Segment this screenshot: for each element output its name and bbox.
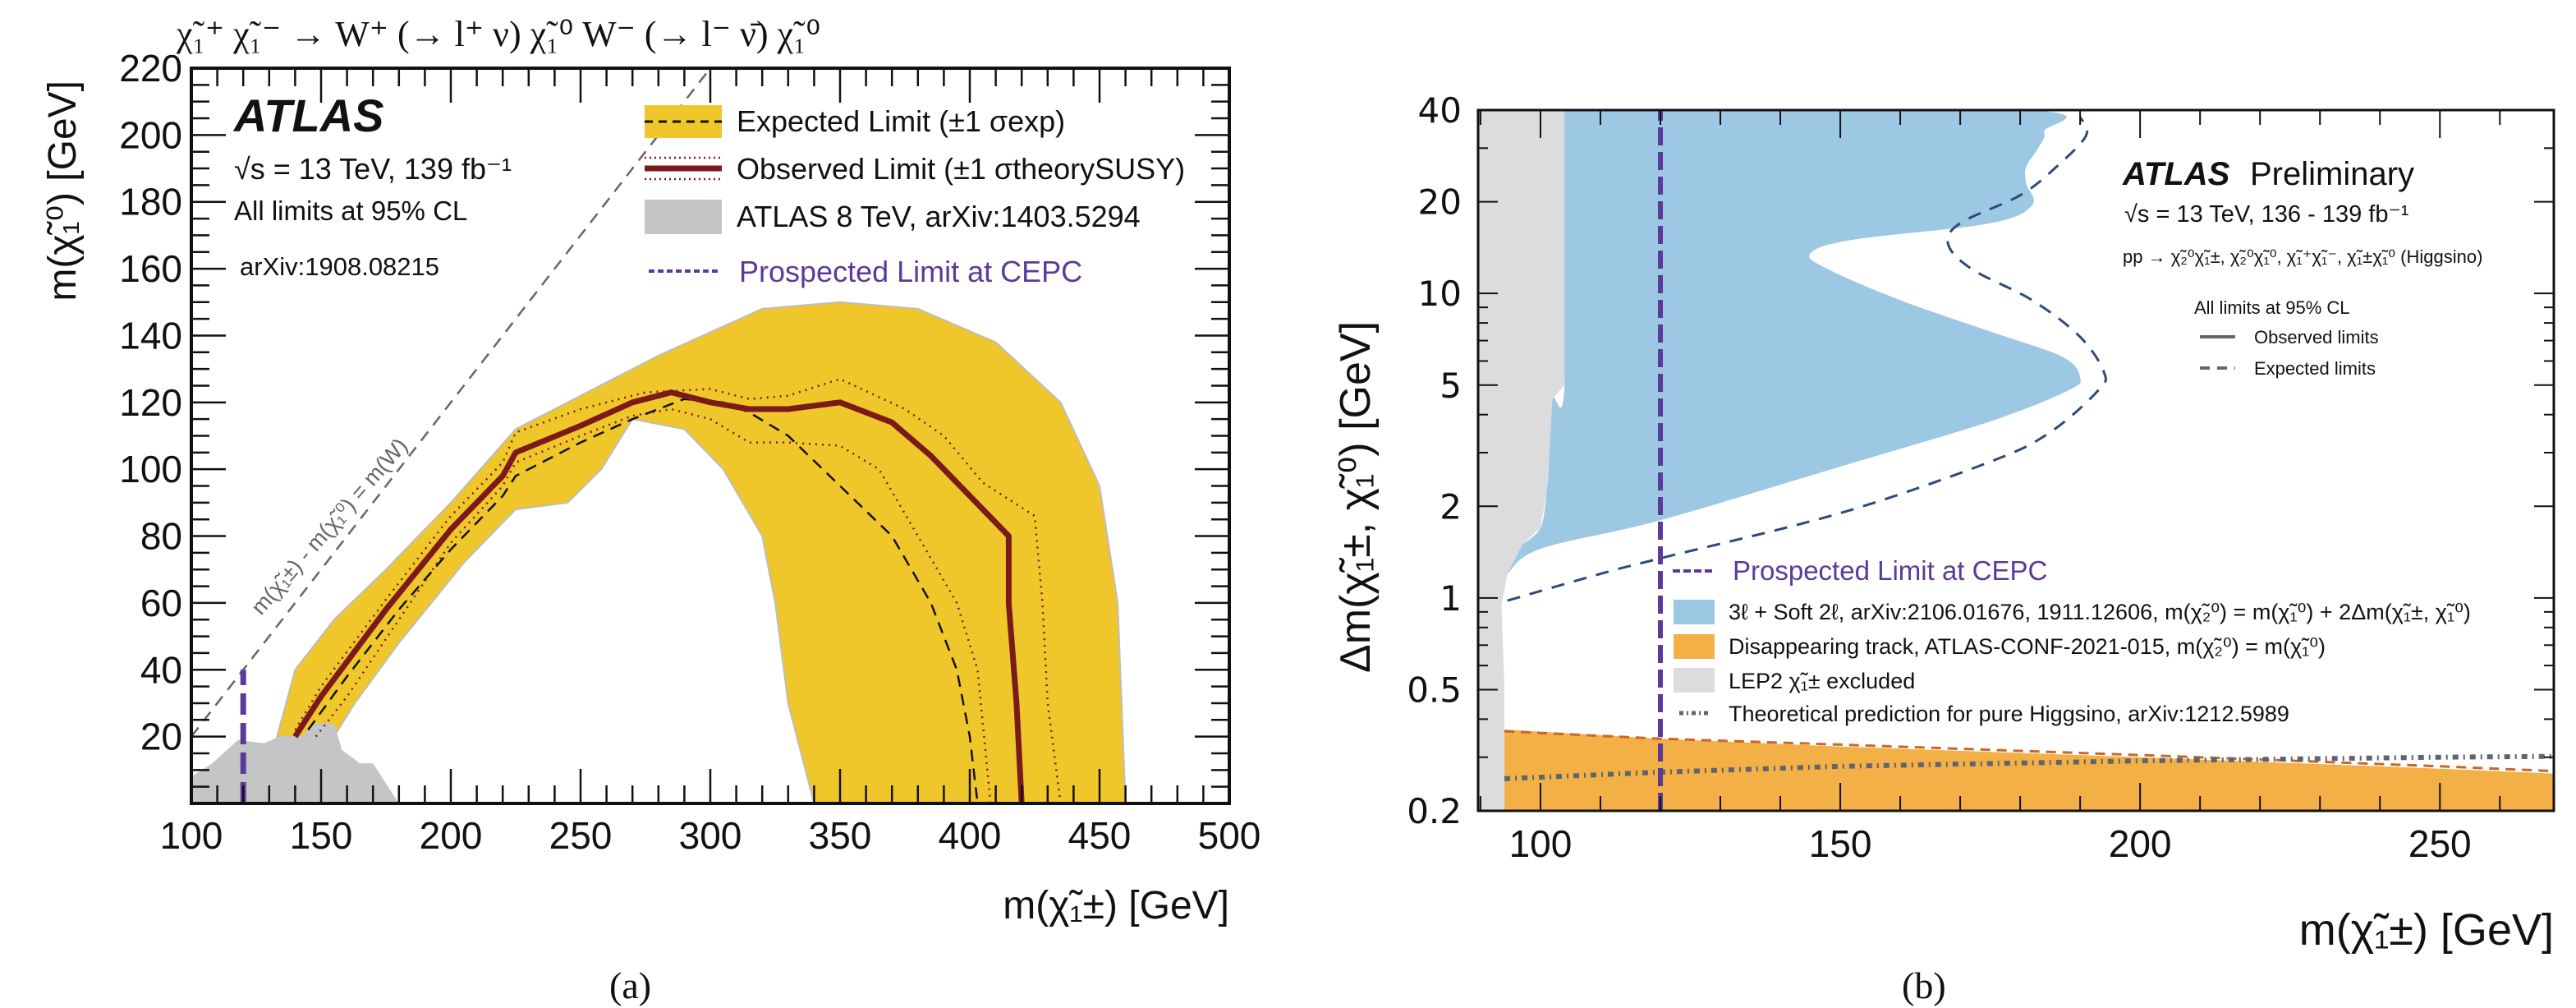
y-tick-label: 40: [140, 648, 182, 691]
x-tick-label: 200: [2109, 822, 2172, 865]
cl-label-b: All limits at 95% CL: [2194, 297, 2350, 318]
panel-b-plot-area: [1478, 110, 2554, 811]
panel-a-plot-area: [191, 68, 1127, 803]
legend-label-disappearing: Disappearing track, ATLAS-CONF-2021-015,…: [1729, 634, 2326, 659]
y-tick-label: 100: [119, 448, 182, 490]
legend-label-atlas8: ATLAS 8 TeV, arXiv:1403.5294: [737, 200, 1141, 233]
y-tick-label: 60: [140, 582, 182, 624]
legend-label-cepc-b: Prospected Limit at CEPC: [1733, 555, 2047, 586]
x-tick-label: 300: [679, 814, 742, 857]
legend-label-expected: Expected Limit (±1 σexp): [737, 104, 1065, 138]
y-tick-label: 0.5: [1407, 670, 1462, 710]
legend-label-cepc: Prospected Limit at CEPC: [739, 255, 1082, 288]
legend-swatch-atlas8: [645, 200, 722, 234]
panel-b-y-axis-title: Δm(χ̃₁±, χ̃₁⁰) [GeV]: [1332, 321, 1380, 673]
y-tick-label: 1: [1440, 578, 1462, 619]
x-tick-label: 500: [1198, 814, 1261, 857]
disappearing-track-region: [1504, 730, 2554, 811]
disappearing-track-expected-line: [1504, 730, 2554, 773]
panel-b-info: ATLAS Preliminary √s = 13 TeV, 136 - 139…: [2122, 156, 2482, 379]
y-tick-label: 160: [119, 247, 182, 290]
y-tick-label: 80: [140, 515, 182, 558]
y-tick-label: 120: [119, 381, 182, 424]
x-tick-label: 250: [2408, 822, 2472, 865]
x-tick-label: 350: [809, 814, 872, 857]
panel-a-ticks: 100 150 200 250 300 350 400 450 500 20 40 60 80 100 12…: [119, 47, 1260, 857]
panel-a-legend: Expected Limit (±1 σexp) Observed Limit …: [645, 104, 1185, 288]
y-tick-label: 10: [1418, 274, 1462, 314]
x-tick-label: 150: [1809, 822, 1872, 865]
legend-swatch-soft: [1674, 600, 1715, 624]
caption-b: (b): [1902, 964, 1946, 1006]
panel-b-legend: Prospected Limit at CEPC 3ℓ + Soft 2ℓ, a…: [1673, 555, 2471, 726]
legend-swatch-lep2: [1674, 668, 1715, 693]
energy-label-b: √s = 13 TeV, 136 - 139 fb⁻¹: [2124, 201, 2409, 228]
observed-limit-line: [292, 389, 1025, 803]
preliminary-label: Preliminary: [2250, 156, 2414, 192]
legend-swatch-expected: [645, 105, 722, 138]
cl-label-a: All limits at 95% CL: [234, 196, 467, 226]
y-tick-label: 20: [1418, 182, 1462, 223]
observed-limits-label: Observed limits: [2254, 327, 2379, 348]
expected-band: [275, 301, 1127, 803]
higgsino-theory-line: [1504, 753, 2554, 781]
atlas-label-a: ATLAS: [232, 90, 384, 141]
legend-label-lep2: LEP2 χ̃₁± excluded: [1729, 669, 1915, 693]
process-label-b: pp → χ̃₂⁰χ̃₁±, χ̃₂⁰χ̃₁⁰, χ̃₁⁺χ̃₁⁻, χ̃₁±χ…: [2123, 246, 2482, 267]
caption-a: (a): [609, 964, 651, 1006]
expected-limits-label: Expected limits: [2254, 358, 2376, 379]
y-tick-label: 40: [1418, 90, 1462, 131]
mw-diagonal-line: [191, 68, 711, 738]
energy-label-a: √s = 13 TeV, 139 fb⁻¹: [234, 152, 512, 186]
legend-label-soft: 3ℓ + Soft 2ℓ, arXiv:2106.01676, 1911.126…: [1729, 600, 2471, 624]
y-tick-label: 200: [119, 113, 182, 156]
panel-b-x-axis-title: m(χ̃₁±) [GeV]: [2299, 905, 2554, 955]
panel-a-title: χ̃₁⁺ χ̃₁⁻ → W⁺ (→ l⁺ ν) χ̃₁⁰ W⁻ (→ l⁻ ν̄…: [176, 14, 820, 54]
soft-lepton-expected-line: [1507, 116, 2108, 602]
y-tick-label: 2: [1440, 486, 1462, 527]
x-tick-label: 250: [549, 814, 613, 857]
x-tick-label: 400: [939, 814, 1002, 857]
atlas-label-b: ATLAS: [2122, 156, 2230, 192]
arxiv-ref-a: arXiv:1908.08215: [240, 252, 439, 281]
panel-a-y-axis-title: m(χ̃₁⁰) [GeV]: [41, 81, 85, 301]
legend-swatch-disappearing: [1674, 634, 1715, 659]
y-tick-label: 140: [119, 314, 182, 357]
panel-b-frame: [1476, 108, 2555, 812]
y-tick-label: 5: [1440, 366, 1462, 406]
x-tick-label: 200: [420, 814, 483, 857]
y-tick-label: 20: [140, 716, 182, 758]
y-tick-label: 0.2: [1407, 791, 1462, 831]
lep2-excluded-region: [1478, 110, 1565, 811]
x-tick-label: 150: [290, 814, 353, 857]
legend-label-theory: Theoretical prediction for pure Higgsino…: [1729, 702, 2289, 726]
x-tick-label: 450: [1068, 814, 1132, 857]
panel-b-ticks: 100 150 200 250 0.2 0.5 1 2 5 10 20 40: [1407, 90, 2554, 865]
panel-b-chart: 100 150 200 250 0.2 0.5 1 2 5 10 20 40 Δm(χ̃₁±, χ̃₁…: [1332, 90, 2555, 1006]
legend-label-observed: Observed Limit (±1 σtheorySUSY): [737, 152, 1185, 186]
panel-a-x-axis-title: m(χ̃₁±) [GeV]: [1003, 884, 1229, 927]
x-tick-label: 100: [1509, 822, 1573, 865]
soft-lepton-excluded-region: [1507, 110, 2081, 574]
panel-a-chart: χ̃₁⁺ χ̃₁⁻ → W⁺ (→ l⁺ ν) χ̃₁⁰ W⁻ (→ l⁻ ν̄…: [41, 14, 1260, 1006]
y-tick-label: 220: [119, 47, 182, 90]
x-tick-label: 100: [160, 814, 223, 857]
y-tick-label: 180: [119, 181, 182, 223]
